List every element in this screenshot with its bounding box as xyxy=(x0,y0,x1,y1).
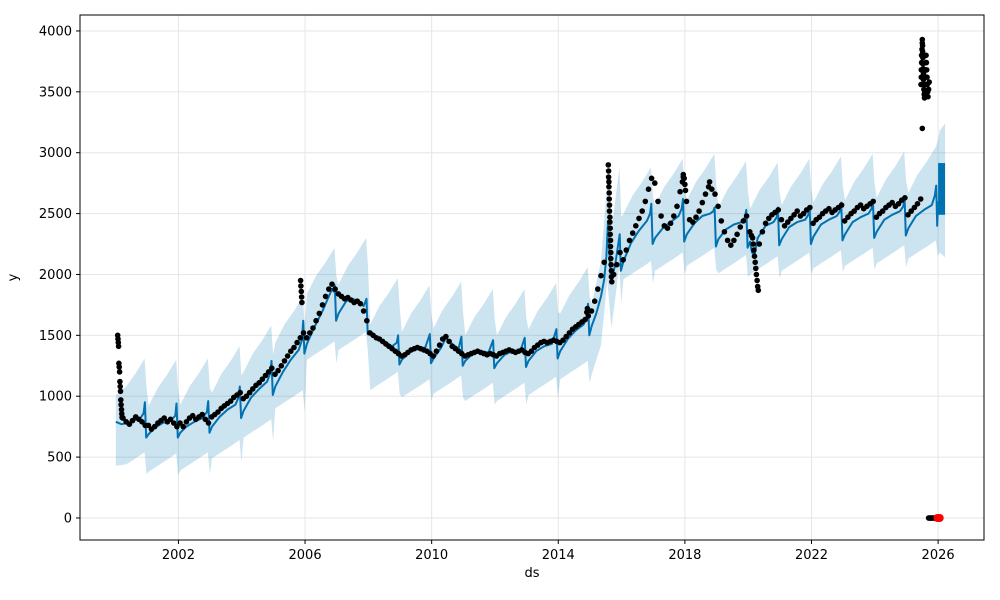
x-axis-label: ds xyxy=(524,566,539,581)
forecast-line xyxy=(115,184,940,439)
x-axis: 2002 2006 2010 2014 2018 2022 2026 xyxy=(162,540,955,563)
y-tick-label: 2500 xyxy=(39,207,72,222)
y-tick-label: 3000 xyxy=(39,146,72,161)
x-tick-label: 2022 xyxy=(795,548,828,563)
x-tick-label: 2010 xyxy=(415,548,448,563)
y-tick-label: 2000 xyxy=(39,268,72,283)
anomaly-points xyxy=(933,514,944,522)
x-tick-label: 2006 xyxy=(289,548,322,563)
y-tick-label: 1500 xyxy=(39,329,72,344)
y-axis-label: y xyxy=(6,273,21,281)
y-tick-label: 0 xyxy=(64,511,72,526)
uncertainty-band xyxy=(115,123,946,476)
x-tick-label: 2026 xyxy=(922,548,955,563)
y-axis: 0 500 1000 1500 2000 2500 3000 3500 4000 xyxy=(39,24,80,526)
observation-points xyxy=(114,36,939,521)
x-tick-label: 2002 xyxy=(162,548,195,563)
plot-border xyxy=(79,14,985,541)
y-tick-label: 500 xyxy=(47,451,72,466)
y-tick-label: 4000 xyxy=(39,24,72,39)
y-tick-label: 1000 xyxy=(39,390,72,405)
x-tick-label: 2018 xyxy=(668,548,701,563)
y-tick-label: 3500 xyxy=(39,85,72,100)
x-tick-label: 2014 xyxy=(542,548,575,563)
forecast-terminal-block xyxy=(938,163,946,215)
